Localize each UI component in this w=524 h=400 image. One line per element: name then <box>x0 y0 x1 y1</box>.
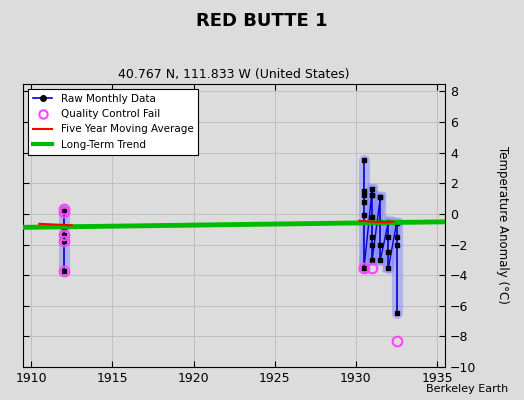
Title: 40.767 N, 111.833 W (United States): 40.767 N, 111.833 W (United States) <box>118 68 350 81</box>
Text: Berkeley Earth: Berkeley Earth <box>426 384 508 394</box>
Legend: Raw Monthly Data, Quality Control Fail, Five Year Moving Average, Long-Term Tren: Raw Monthly Data, Quality Control Fail, … <box>28 89 199 155</box>
Y-axis label: Temperature Anomaly (°C): Temperature Anomaly (°C) <box>496 146 509 304</box>
Text: RED BUTTE 1: RED BUTTE 1 <box>196 12 328 30</box>
